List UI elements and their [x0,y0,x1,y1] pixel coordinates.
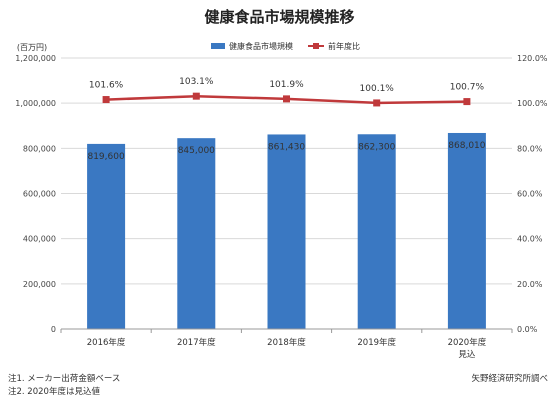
x-tick-label: 2016年度 [87,337,126,348]
y2-tick-label: 40.0% [517,235,543,244]
y2-tick-label: 0.0% [517,325,538,334]
legend-line-label: 前年度比 [328,41,360,51]
legend-line-marker [313,43,319,49]
bar [267,134,306,329]
bar [447,132,486,329]
ratio-point [102,96,110,104]
x-tick-label: 2018年度 [267,337,306,348]
y-axis-left: 0 200,000 400,000 600,000 800,000 1,000,000 1,… [15,54,56,334]
bar-data-labels: 819,600 845,000 861,430 862,300 868,010 [87,141,485,162]
note-1: 注1. メーカー出荷金額ベース [8,373,120,384]
y2-tick-label: 60.0% [517,190,543,199]
x-tick-label: 2019年度 [357,337,396,348]
ratio-point [192,92,200,100]
bar-value-label: 845,000 [178,146,215,156]
y-tick-label: 600,000 [23,190,56,199]
x-tick-sublabel: 見込 [458,349,476,360]
ratio-point [463,98,471,106]
ratio-value-label: 100.7% [450,83,485,93]
y2-tick-label: 80.0% [517,144,543,153]
chart-title: 健康食品市場規模推移 [204,8,354,26]
ratio-value-label: 100.1% [360,84,395,94]
bar [357,134,396,329]
y-tick-label: 1,200,000 [15,54,56,63]
y-axis-right: 0.0% 20.0% 40.0% 60.0% 80.0% 100.0% 120.0% [517,54,548,334]
source-note: 矢野経済研究所調べ [471,373,548,384]
y-tick-label: 1,000,000 [15,99,56,108]
y-tick-label: 200,000 [23,280,56,289]
bar-value-label: 862,300 [358,142,395,152]
ratio-point [373,99,381,107]
x-tick-label: 2020年度 [448,337,487,348]
y2-tick-label: 100.0% [517,99,548,108]
ratio-value-label: 101.6% [89,81,124,91]
y-tick-label: 0 [51,325,56,334]
note-2: 注2. 2020年度は見込値 [8,386,100,397]
ratio-value-label: 103.1% [179,77,214,87]
bar-value-label: 861,430 [268,142,305,152]
bar-series [87,132,486,329]
ratio-line-series [102,92,471,107]
y-tick-label: 400,000 [23,235,56,244]
ratio-data-labels: 101.6% 103.1% 101.9% 100.1% 100.7% [89,77,485,94]
x-tick-label: 2017年度 [177,337,216,348]
legend-bar-label: 健康食品市場規模 [229,41,293,51]
bar-value-label: 819,600 [87,152,124,162]
ratio-value-label: 101.9% [269,80,304,90]
bar [177,138,216,329]
y-axis-unit: (百万円) [17,43,47,52]
legend: 健康食品市場規模 前年度比 [211,41,360,51]
y2-tick-label: 20.0% [517,280,543,289]
bar-value-label: 868,010 [448,141,485,151]
legend-bar-swatch [211,43,225,49]
bar [87,143,126,329]
y2-tick-label: 120.0% [517,54,548,63]
y-tick-label: 800,000 [23,144,56,153]
ratio-point [283,95,290,103]
